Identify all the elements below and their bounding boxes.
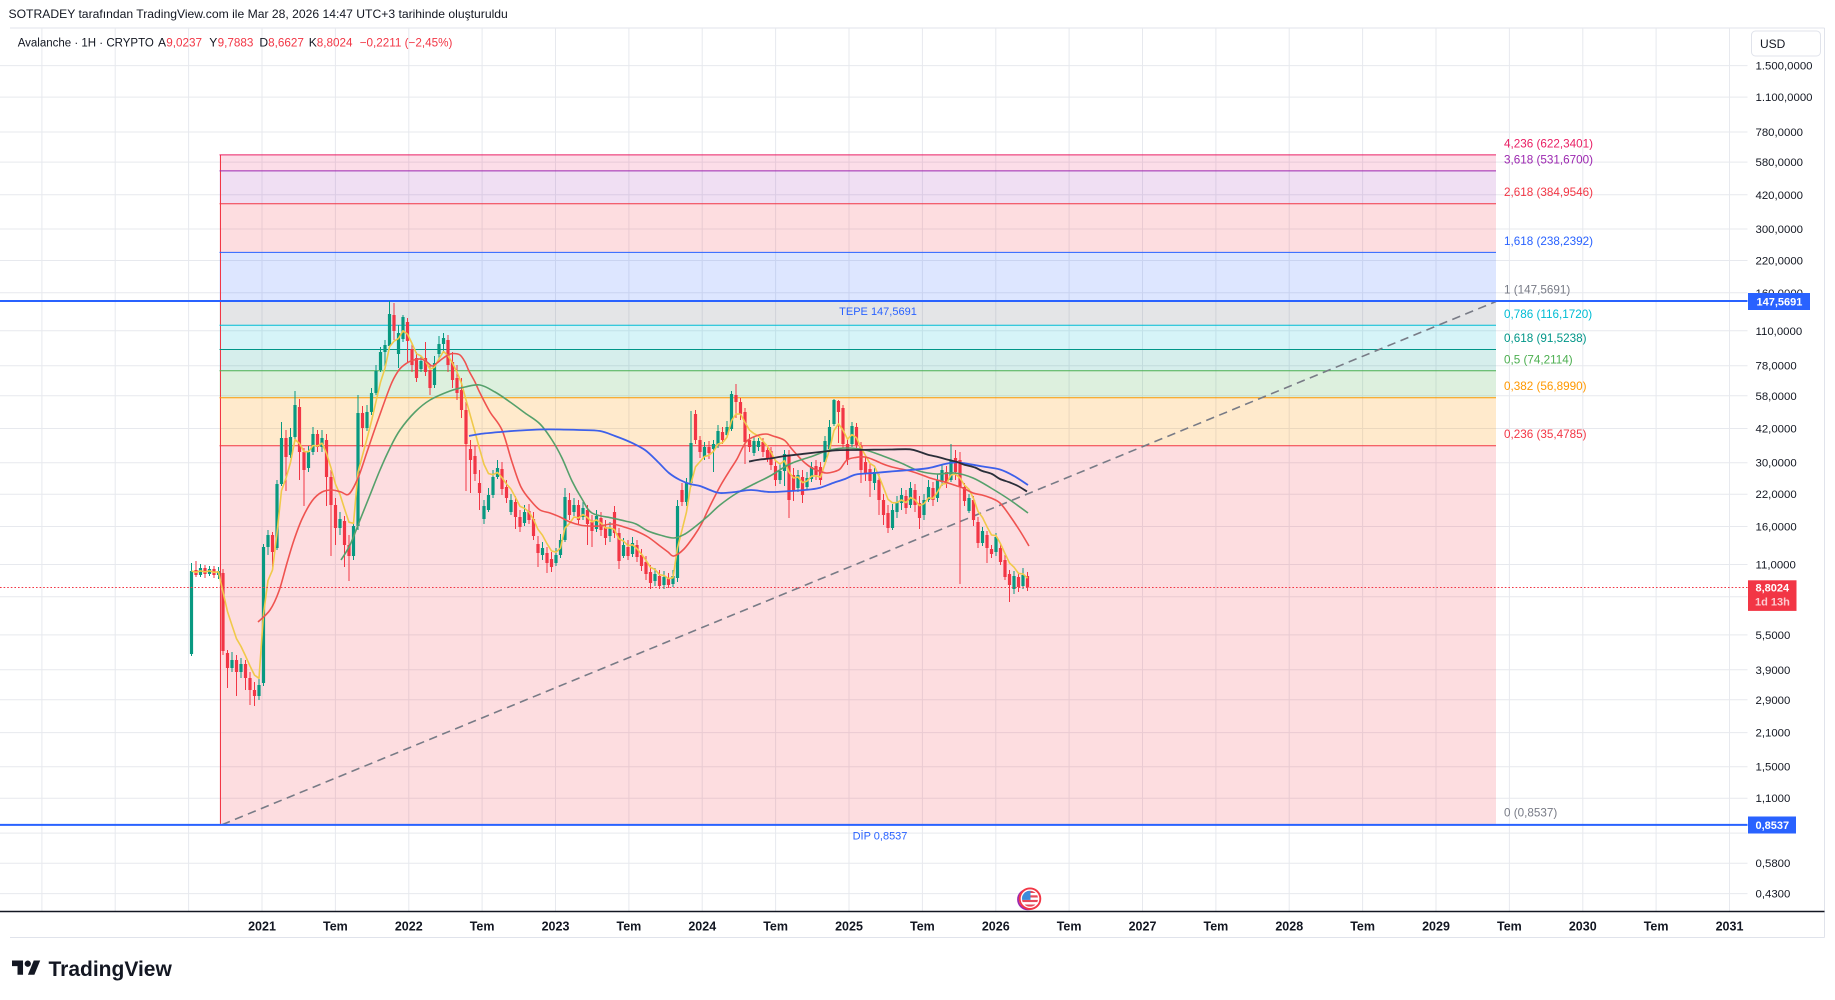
svg-text:2031: 2031 xyxy=(1716,920,1744,934)
svg-text:1,5000: 1,5000 xyxy=(1756,762,1791,774)
svg-text:Y: Y xyxy=(209,36,217,50)
svg-text:8,6627: 8,6627 xyxy=(268,37,304,50)
svg-text:Tem: Tem xyxy=(763,920,788,934)
svg-text:0,8537: 0,8537 xyxy=(1756,820,1790,832)
svg-text:147,5691: 147,5691 xyxy=(1757,297,1803,309)
svg-text:4,236 (622,3401): 4,236 (622,3401) xyxy=(1504,137,1593,150)
svg-text:1d 13h: 1d 13h xyxy=(1755,597,1790,609)
svg-text:Tem: Tem xyxy=(1057,920,1082,934)
svg-text:SOTRADEY tarafından TradingVie: SOTRADEY tarafından TradingView.com ile … xyxy=(9,7,508,21)
svg-text:Tem: Tem xyxy=(910,920,935,934)
svg-text:Tem: Tem xyxy=(1350,920,1375,934)
svg-text:1,1000: 1,1000 xyxy=(1756,793,1791,805)
svg-text:2026: 2026 xyxy=(982,920,1010,934)
svg-text:1.100,0000: 1.100,0000 xyxy=(1756,92,1813,104)
svg-text:Tem: Tem xyxy=(1204,920,1229,934)
svg-text:30,0000: 30,0000 xyxy=(1756,458,1797,470)
svg-text:0 (0,8537): 0 (0,8537) xyxy=(1504,806,1557,819)
svg-text:Tem: Tem xyxy=(617,920,642,934)
svg-text:78,0000: 78,0000 xyxy=(1756,361,1797,373)
svg-text:220,0000: 220,0000 xyxy=(1756,256,1804,268)
svg-text:11,0000: 11,0000 xyxy=(1756,560,1796,572)
svg-text:2028: 2028 xyxy=(1275,920,1303,934)
svg-text:8,8024: 8,8024 xyxy=(1756,583,1791,595)
svg-text:2,1000: 2,1000 xyxy=(1756,728,1791,740)
svg-text:420,0000: 420,0000 xyxy=(1756,190,1804,202)
svg-text:Tem: Tem xyxy=(323,920,348,934)
svg-text:K: K xyxy=(309,36,317,50)
svg-text:2030: 2030 xyxy=(1569,920,1597,934)
svg-text:1,618 (238,2392): 1,618 (238,2392) xyxy=(1504,235,1593,248)
svg-text:16,0000: 16,0000 xyxy=(1756,522,1797,534)
svg-text:USD: USD xyxy=(1760,37,1786,51)
svg-text:2025: 2025 xyxy=(835,920,863,934)
svg-text:9,7883: 9,7883 xyxy=(218,37,254,50)
svg-text:2,9000: 2,9000 xyxy=(1756,695,1791,707)
svg-text:300,0000: 300,0000 xyxy=(1756,224,1804,236)
svg-text:2029: 2029 xyxy=(1422,920,1450,934)
svg-text:1.500,0000: 1.500,0000 xyxy=(1756,61,1813,73)
svg-text:5,5000: 5,5000 xyxy=(1756,630,1791,642)
svg-text:2027: 2027 xyxy=(1129,920,1157,934)
svg-text:2022: 2022 xyxy=(395,920,423,934)
svg-text:TEPE 147,5691: TEPE 147,5691 xyxy=(839,306,917,318)
svg-text:22,0000: 22,0000 xyxy=(1756,489,1797,501)
svg-text:0,618 (91,5238): 0,618 (91,5238) xyxy=(1504,332,1587,345)
svg-text:0,236 (35,4785): 0,236 (35,4785) xyxy=(1504,428,1587,441)
svg-text:Avalanche · 1H · CRYPTO: Avalanche · 1H · CRYPTO xyxy=(18,38,154,50)
svg-text:0,382 (56,8990): 0,382 (56,8990) xyxy=(1504,380,1587,393)
svg-text:DİP 0,8537: DİP 0,8537 xyxy=(853,830,908,843)
svg-text:TradingView: TradingView xyxy=(49,958,173,981)
svg-text:−0,2211 (−2,45%): −0,2211 (−2,45%) xyxy=(360,37,453,50)
svg-text:0,5800: 0,5800 xyxy=(1756,858,1791,870)
svg-text:2023: 2023 xyxy=(542,920,570,934)
svg-text:Tem: Tem xyxy=(1497,920,1522,934)
svg-text:8,8024: 8,8024 xyxy=(317,37,353,50)
svg-text:0,4300: 0,4300 xyxy=(1756,889,1791,901)
svg-text:A: A xyxy=(158,36,167,50)
svg-text:Tem: Tem xyxy=(1644,920,1669,934)
svg-text:D: D xyxy=(259,36,268,50)
svg-text:Tem: Tem xyxy=(470,920,495,934)
svg-text:42,0000: 42,0000 xyxy=(1756,424,1797,436)
svg-text:3,618 (531,6700): 3,618 (531,6700) xyxy=(1504,153,1593,166)
svg-text:780,0000: 780,0000 xyxy=(1756,127,1804,139)
svg-text:0,786 (116,1720): 0,786 (116,1720) xyxy=(1504,308,1592,321)
svg-text:9,0237: 9,0237 xyxy=(166,37,202,50)
svg-text:110,0000: 110,0000 xyxy=(1756,326,1803,338)
svg-text:2024: 2024 xyxy=(688,920,716,934)
svg-text:2021: 2021 xyxy=(248,920,276,934)
svg-text:58,0000: 58,0000 xyxy=(1756,391,1797,403)
svg-text:1 (147,5691): 1 (147,5691) xyxy=(1504,284,1570,297)
svg-text:0,5 (74,2114): 0,5 (74,2114) xyxy=(1504,353,1573,366)
svg-text:2,618 (384,9546): 2,618 (384,9546) xyxy=(1504,186,1593,199)
svg-text:580,0000: 580,0000 xyxy=(1756,157,1804,169)
svg-text:3,9000: 3,9000 xyxy=(1756,665,1791,677)
